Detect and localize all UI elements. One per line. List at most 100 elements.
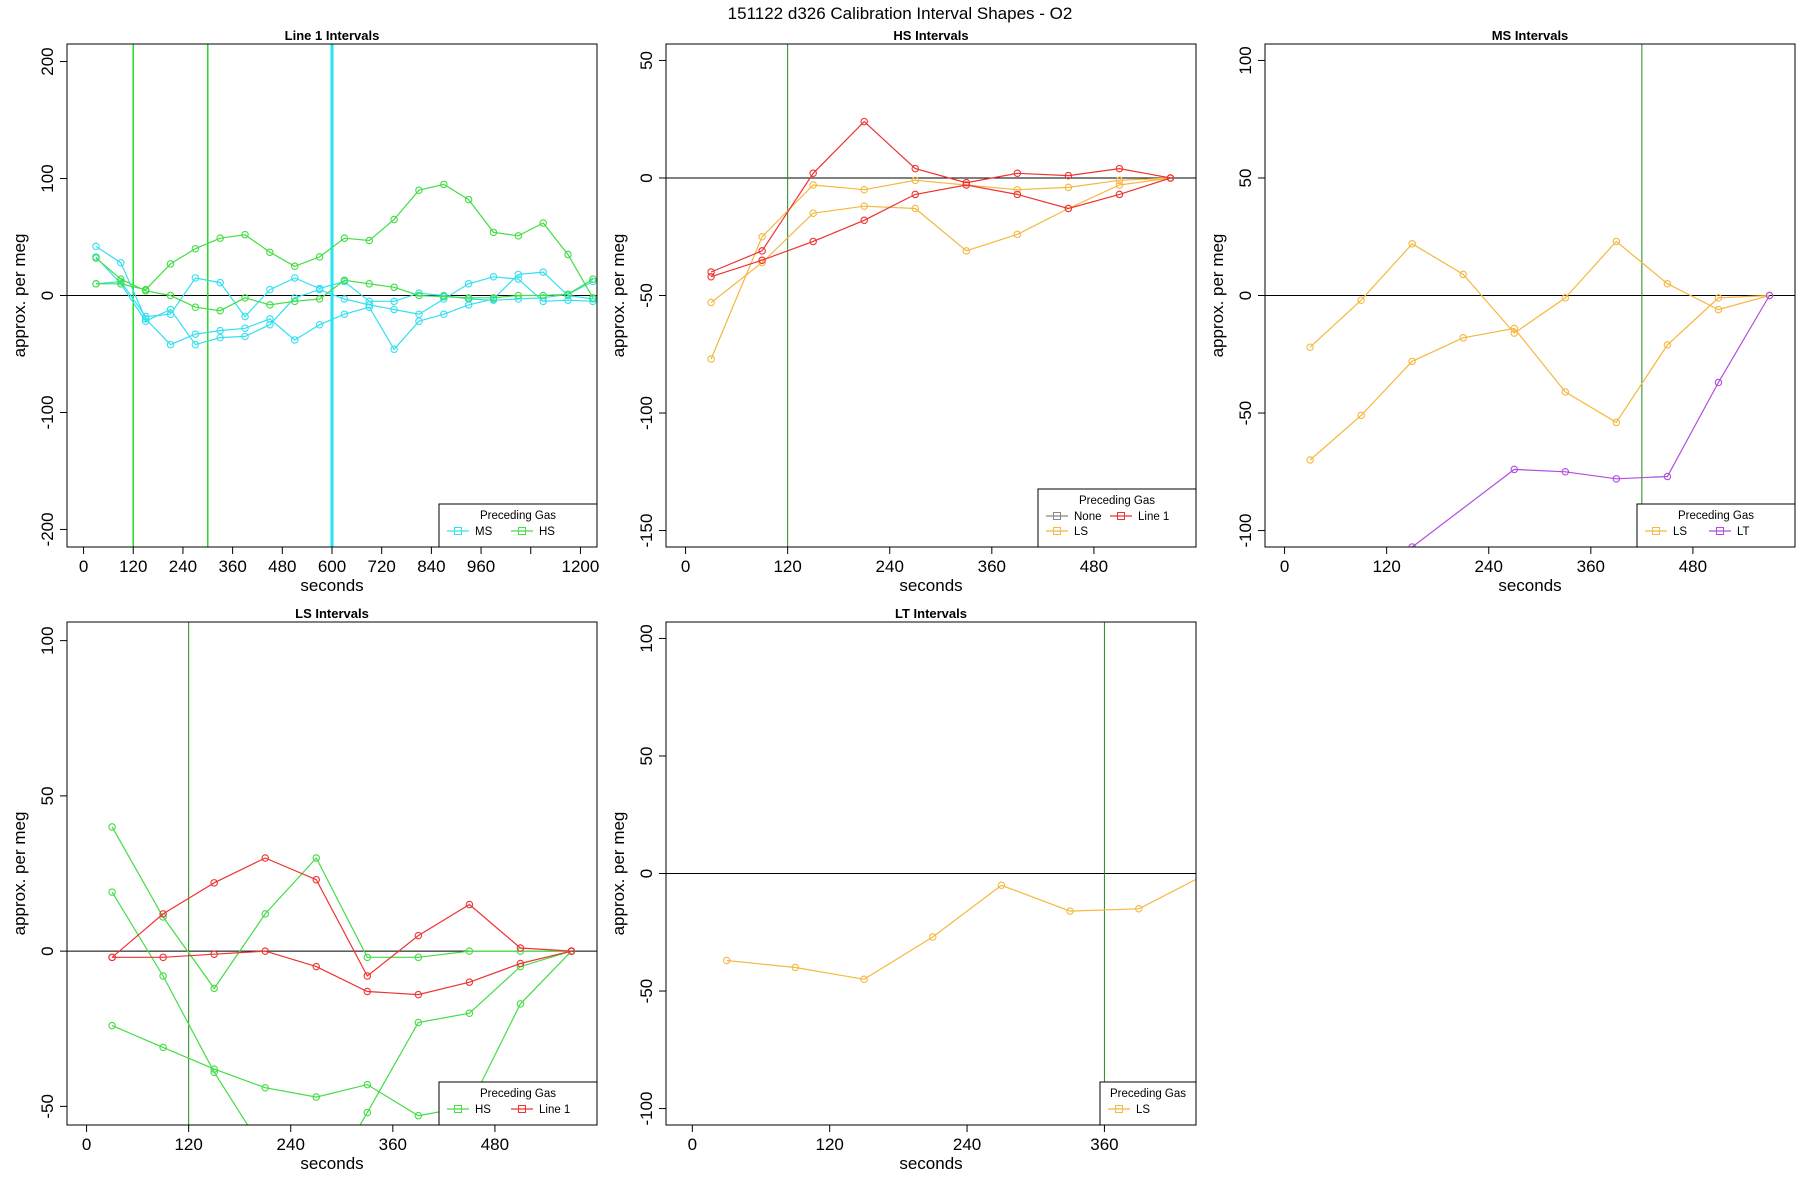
data-point — [390, 297, 398, 306]
data-point — [166, 291, 175, 300]
data-point — [159, 972, 167, 980]
data-point — [809, 169, 817, 178]
y-axis-label: approx. per meg — [10, 234, 29, 358]
series-group — [722, 878, 1196, 984]
data-point — [1013, 169, 1022, 178]
data-point — [1510, 465, 1519, 474]
data-point — [464, 294, 473, 302]
data-point — [722, 956, 731, 965]
data-point — [911, 176, 920, 185]
data-point — [758, 232, 766, 241]
data-point — [1408, 240, 1416, 248]
data-point — [290, 274, 299, 282]
data-point — [216, 306, 224, 315]
legend-box — [438, 1081, 598, 1126]
series-line — [111, 826, 572, 990]
data-point — [911, 164, 920, 173]
data-point — [809, 181, 817, 189]
data-point — [363, 953, 372, 962]
data-point — [241, 324, 249, 333]
series-line — [710, 177, 1171, 278]
data-point — [363, 972, 372, 980]
data-point — [489, 296, 498, 304]
data-point — [313, 1196, 319, 1200]
data-point — [465, 947, 474, 955]
data-point — [241, 332, 249, 341]
x-tick-label: 240 — [953, 1135, 981, 1154]
x-axis: 0 120 240 360 480 600 720 840 960 1200 seconds — [79, 546, 599, 595]
data-point — [108, 1021, 116, 1030]
plot-frame — [665, 43, 1197, 548]
data-point — [564, 250, 572, 259]
series-group — [1306, 237, 1774, 547]
data-point — [564, 296, 572, 304]
x-tick-label: 120 — [119, 557, 147, 576]
data-point — [1561, 294, 1570, 302]
legend-box — [438, 503, 598, 548]
panel-1: HS Intervals 0 120 240 360 480 seconds -150 -100… — [609, 28, 1197, 595]
data-point — [1612, 237, 1621, 246]
data-point — [860, 975, 868, 984]
data-point — [860, 117, 868, 126]
series-line — [710, 177, 1171, 360]
data-point — [266, 248, 274, 256]
data-point — [340, 276, 349, 285]
x-tick-label: 360 — [379, 1135, 407, 1154]
data-point — [92, 254, 100, 262]
data-point — [516, 959, 525, 968]
series-line — [1309, 294, 1770, 461]
legend: Preceding Gas HS Line 1 — [438, 1081, 598, 1126]
x-tick-label: 240 — [876, 557, 904, 576]
data-point — [365, 303, 374, 311]
x-tick-label: 0 — [79, 557, 88, 576]
data-point — [166, 340, 175, 349]
data-point — [210, 984, 218, 993]
series-line — [95, 277, 594, 318]
data-point — [415, 317, 423, 325]
x-tick-label: 960 — [467, 557, 495, 576]
x-tick-label: 480 — [268, 557, 296, 576]
series-line — [95, 257, 594, 312]
data-point — [860, 216, 868, 225]
legend-entry: HS — [475, 1104, 491, 1116]
series-line — [710, 120, 1171, 273]
x-tick-label: 720 — [368, 557, 396, 576]
series-line — [111, 950, 572, 1117]
y-tick-label: -50 — [38, 1094, 57, 1119]
x-tick-label: 360 — [1577, 557, 1605, 576]
data-point — [365, 297, 374, 306]
data-point — [1663, 341, 1672, 349]
data-point — [261, 854, 269, 862]
data-point — [415, 186, 423, 194]
data-point — [390, 283, 398, 292]
data-point — [141, 317, 150, 325]
data-point — [440, 310, 448, 318]
x-tick-label: 600 — [318, 557, 346, 576]
data-point — [261, 947, 269, 955]
plot-frame — [66, 621, 598, 1126]
data-point — [241, 312, 249, 321]
x-axis: 0 120 240 360 480 seconds — [1280, 546, 1707, 595]
data-point — [166, 310, 175, 318]
data-point — [1357, 296, 1365, 304]
data-point — [1612, 475, 1621, 483]
data-point — [911, 190, 920, 199]
data-point — [191, 274, 200, 282]
data-point — [315, 253, 324, 261]
legend-entry: None — [1074, 511, 1102, 523]
data-point — [1663, 472, 1672, 481]
y-tick-label: -100 — [38, 395, 57, 429]
data-point — [1166, 174, 1175, 182]
y-axis-label: approx. per meg — [609, 234, 628, 358]
data-point — [159, 953, 167, 962]
legend-box — [1099, 1081, 1197, 1126]
y-tick-label: 100 — [1236, 46, 1255, 74]
figure-title: 151122 d326 Calibration Interval Shapes … — [728, 4, 1073, 23]
data-point — [1714, 378, 1723, 387]
data-point — [290, 297, 299, 306]
data-point — [464, 280, 473, 288]
y-tick-label: 50 — [1236, 169, 1255, 188]
legend-entry: Line 1 — [1138, 511, 1169, 523]
data-point — [1765, 291, 1774, 300]
